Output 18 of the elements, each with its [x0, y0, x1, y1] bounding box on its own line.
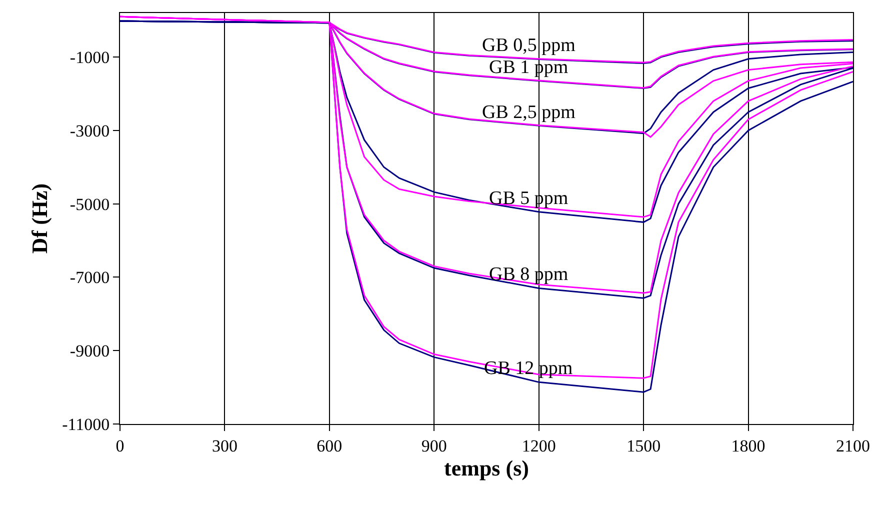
x-tick-label: 300	[212, 436, 238, 456]
y-axis-title: Df (Hz)	[26, 183, 52, 254]
x-axis-title: temps (s)	[444, 455, 529, 480]
y-tick-label: -7000	[70, 268, 110, 288]
series-label: GB 0,5 ppm	[482, 35, 576, 56]
x-tick-label: 1800	[731, 436, 766, 456]
x-tick-label: 2100	[836, 436, 870, 456]
y-tick-label: -11000	[62, 414, 110, 434]
y-tick-label: -5000	[70, 194, 110, 214]
x-tick-label: 1500	[626, 436, 661, 456]
x-tick-label: 900	[421, 436, 447, 456]
x-tick-label: 600	[316, 436, 342, 456]
x-tick-label: 0	[116, 436, 124, 456]
x-tick-label: 1200	[522, 436, 556, 456]
y-tick-label: -3000	[70, 121, 110, 140]
y-tick-label: -1000	[70, 48, 110, 67]
series-label: GB 2,5 ppm	[482, 102, 576, 123]
y-tick-label: -9000	[70, 342, 110, 361]
